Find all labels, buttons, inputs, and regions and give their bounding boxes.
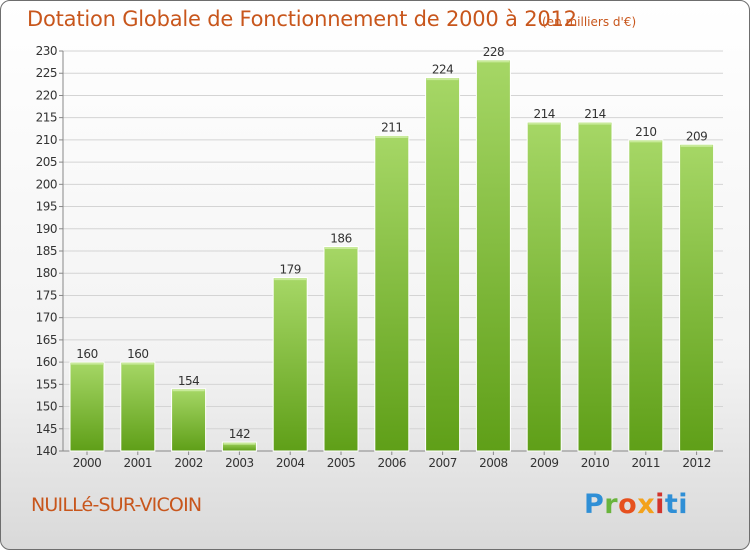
- logo-letter: i: [655, 489, 665, 520]
- y-tick-label: 165: [36, 333, 57, 347]
- chart-unit-note: (en milliers d'€): [542, 15, 637, 29]
- bar-value-label: 228: [483, 45, 504, 59]
- y-tick-label: 225: [36, 66, 57, 80]
- x-tick-label: 2002: [174, 456, 203, 470]
- logo-letter: r: [604, 489, 619, 520]
- commune-name: NUILLé-SUR-VICOIN: [31, 494, 202, 516]
- bar: [323, 246, 359, 452]
- x-tick-label: 2001: [124, 456, 153, 470]
- proxiti-logo[interactable]: Proxiti: [584, 489, 688, 520]
- labels: 1401451501551601651701751801851901952002…: [36, 44, 712, 470]
- x-tick-label: 2004: [276, 456, 305, 470]
- y-tick-label: 160: [36, 355, 57, 369]
- x-tick-label: 2008: [479, 456, 508, 470]
- logo-letter: P: [584, 489, 605, 520]
- bar-value-label: 224: [432, 63, 453, 77]
- bar: [526, 121, 562, 452]
- x-tick-label: 2007: [428, 456, 457, 470]
- x-tick-label: 2012: [682, 456, 711, 470]
- bar-value-label: 209: [686, 129, 707, 143]
- bar-value-label: 160: [76, 347, 97, 361]
- y-tick-label: 170: [36, 311, 57, 325]
- y-tick-label: 150: [36, 400, 57, 414]
- bar: [577, 121, 613, 452]
- logo-letter: x: [637, 489, 656, 520]
- x-tick-label: 2009: [530, 456, 559, 470]
- bar: [679, 143, 715, 452]
- bar-value-label: 214: [533, 107, 554, 121]
- bar-value-label: 214: [584, 107, 605, 121]
- y-tick-label: 140: [36, 444, 57, 458]
- x-tick-label: 2011: [632, 456, 661, 470]
- x-tick-label: 2000: [73, 456, 102, 470]
- x-tick-label: 2005: [327, 456, 356, 470]
- x-tick-label: 2006: [378, 456, 407, 470]
- y-tick-label: 210: [36, 133, 57, 147]
- bar: [628, 139, 664, 452]
- bar-value-label: 142: [229, 427, 250, 441]
- bar-value-label: 186: [330, 232, 351, 246]
- x-tick-label: 2010: [581, 456, 610, 470]
- y-tick-label: 175: [36, 288, 57, 302]
- x-tick-label: 2003: [225, 456, 254, 470]
- y-tick-label: 190: [36, 222, 57, 236]
- bar: [120, 361, 156, 452]
- y-tick-label: 230: [36, 44, 57, 58]
- logo-letter: ti: [664, 489, 689, 520]
- bar: [425, 77, 461, 452]
- bar-value-label: 160: [127, 347, 148, 361]
- y-tick-label: 205: [36, 155, 57, 169]
- y-tick-label: 180: [36, 266, 57, 280]
- bar: [272, 277, 308, 452]
- y-tick-label: 215: [36, 111, 57, 125]
- y-tick-label: 185: [36, 244, 57, 258]
- y-tick-label: 155: [36, 377, 57, 391]
- y-tick-label: 220: [36, 88, 57, 102]
- bar: [475, 59, 511, 452]
- y-tick-label: 200: [36, 177, 57, 191]
- bar: [221, 441, 257, 452]
- bars: [69, 59, 715, 452]
- bar-value-label: 211: [381, 120, 402, 134]
- y-tick-label: 195: [36, 200, 57, 214]
- chart-title: Dotation Globale de Fonctionnement de 20…: [27, 7, 577, 31]
- bar: [374, 134, 410, 452]
- y-tick-label: 145: [36, 422, 57, 436]
- bar-value-label: 179: [279, 263, 300, 277]
- logo-letter: o: [618, 489, 638, 520]
- bar: [69, 361, 105, 452]
- bar-value-label: 154: [178, 374, 199, 388]
- bar: [171, 388, 207, 452]
- bar-value-label: 210: [635, 125, 656, 139]
